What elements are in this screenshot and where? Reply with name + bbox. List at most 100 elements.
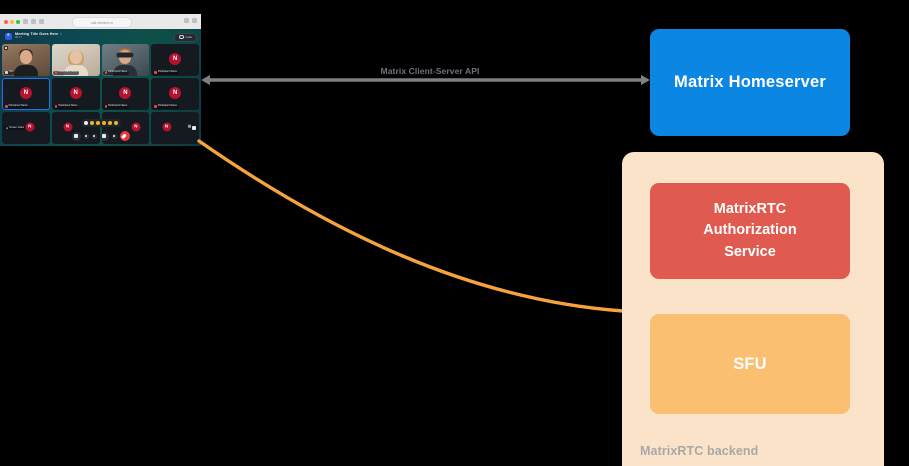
window-traffic-lights[interactable] bbox=[4, 19, 20, 24]
tile-label: Screen share bbox=[4, 126, 26, 130]
pin-icon[interactable] bbox=[3, 45, 8, 50]
microphone-muted-icon bbox=[5, 105, 8, 108]
tile-label: Participant Name bbox=[103, 104, 129, 109]
microphone-muted-icon bbox=[154, 105, 157, 108]
rtc-media-connection-curve bbox=[197, 139, 625, 313]
emoji-reaction-3[interactable] bbox=[101, 121, 106, 125]
reactions-bar[interactable] bbox=[80, 119, 121, 127]
participant-tile-6[interactable]: N Participant Name bbox=[51, 78, 100, 110]
avatar-letter: N bbox=[73, 89, 78, 96]
invite-pill-button[interactable]: Invite bbox=[174, 32, 197, 42]
emoji-reaction-2[interactable] bbox=[95, 121, 100, 125]
emoji-reaction-4[interactable] bbox=[107, 121, 112, 125]
microphone-muted-icon bbox=[104, 71, 108, 74]
tile-label: Participant Name bbox=[3, 104, 30, 109]
avatar: N bbox=[63, 122, 72, 132]
tile-label: Participant Name bbox=[53, 70, 80, 75]
hangup-icon bbox=[122, 133, 127, 139]
matrixrtc-backend-panel[interactable]: MatrixRTC Authorization Service SFU Matr… bbox=[622, 152, 884, 466]
maximize-button[interactable] bbox=[16, 19, 20, 24]
element-logo-icon: E bbox=[5, 32, 12, 40]
tile-label: Participant Name bbox=[152, 70, 179, 75]
avatar-letter: N bbox=[134, 123, 138, 129]
browser-toolbar-right[interactable] bbox=[184, 18, 197, 23]
avatar: N bbox=[162, 122, 172, 132]
microphone-muted-icon bbox=[54, 71, 58, 74]
avatar-torso bbox=[13, 65, 38, 76]
avatar: N bbox=[25, 122, 35, 132]
invite-pill-label: Invite bbox=[185, 35, 192, 39]
participant-name: Participant Name bbox=[157, 70, 178, 74]
avatar: N bbox=[119, 86, 132, 99]
settings-button[interactable] bbox=[83, 133, 89, 139]
volume-icon bbox=[188, 124, 191, 128]
call-controls-bar[interactable] bbox=[71, 131, 130, 141]
forward-icon[interactable] bbox=[39, 19, 44, 24]
share-icon[interactable] bbox=[184, 18, 189, 23]
participant-tile-1[interactable]: You bbox=[2, 44, 50, 76]
sidebar-icon[interactable] bbox=[23, 19, 28, 24]
emoji-reaction-5[interactable] bbox=[113, 121, 118, 125]
back-icon[interactable] bbox=[31, 19, 36, 24]
participant-name: Participant Name bbox=[8, 104, 28, 108]
invite-button[interactable] bbox=[91, 133, 97, 139]
participant-name: Participant Name bbox=[58, 104, 78, 108]
ellipsis-icon bbox=[112, 134, 116, 138]
video-call-client[interactable]: call.element.io E Meeting Title Goes Her… bbox=[0, 14, 201, 146]
avatar: N bbox=[131, 122, 141, 132]
camera-button[interactable] bbox=[99, 131, 109, 141]
matrix-homeserver-node[interactable]: Matrix Homeserver bbox=[650, 29, 850, 136]
auth-label-line-2: Authorization bbox=[703, 222, 797, 239]
raise-hand-icon[interactable] bbox=[83, 121, 88, 125]
microphone-muted-icon bbox=[154, 71, 157, 74]
microphone-icon bbox=[5, 71, 8, 74]
emoji-reaction-1[interactable] bbox=[89, 121, 94, 125]
address-bar[interactable]: call.element.io bbox=[72, 17, 132, 28]
participant-tile-9[interactable]: N Screen share bbox=[2, 112, 50, 144]
participant-tile-4[interactable]: N Participant Name bbox=[151, 44, 199, 76]
matrixrtc-authorization-service-label: MatrixRTC Authorization Service bbox=[703, 199, 796, 263]
participant-tile-7[interactable]: N Participant Name bbox=[101, 78, 150, 110]
avatar-torso bbox=[113, 65, 138, 76]
avatar-letter: N bbox=[123, 89, 128, 96]
tile-label: Participant Name bbox=[152, 104, 179, 109]
more-button[interactable] bbox=[111, 133, 117, 139]
avatar-head bbox=[19, 50, 32, 65]
matrixrtc-authorization-service-node[interactable]: MatrixRTC Authorization Service bbox=[650, 183, 850, 279]
participant-grid: You Participant Name bbox=[2, 44, 199, 144]
hangup-button[interactable] bbox=[119, 131, 130, 141]
screenshare-live-icon bbox=[5, 126, 9, 130]
matrix-client-server-api-label: Matrix Client-Server API bbox=[380, 66, 480, 76]
participant-tile-3[interactable]: Participant Name bbox=[101, 44, 150, 76]
participant-name: Participant Name bbox=[108, 104, 128, 108]
avatar-head bbox=[69, 50, 82, 65]
pin-glyph bbox=[4, 46, 7, 49]
close-button[interactable] bbox=[4, 19, 8, 24]
participant-name: Participant Name bbox=[58, 70, 78, 74]
avatar-torso bbox=[63, 65, 88, 76]
participant-tile-12[interactable]: N bbox=[151, 112, 199, 144]
participant-tile-5[interactable]: N Participant Name bbox=[2, 78, 50, 110]
gear-icon bbox=[84, 134, 88, 138]
new-tab-icon[interactable] bbox=[192, 18, 197, 23]
expand-icon[interactable] bbox=[192, 126, 196, 130]
microphone-muted-icon bbox=[54, 105, 58, 108]
avatar-letter: N bbox=[28, 123, 32, 129]
microphone-muted-icon bbox=[104, 105, 108, 108]
microphone-button[interactable] bbox=[71, 131, 81, 141]
participant-tile-8[interactable]: N Participant Name bbox=[151, 78, 199, 110]
sfu-node[interactable]: SFU bbox=[650, 314, 850, 414]
call-timer: 00:17 bbox=[15, 35, 22, 40]
person-add-icon bbox=[92, 134, 96, 138]
call-title-block: Meeting Title Goes Here ▾ 00:17 bbox=[15, 32, 62, 39]
avatar: N bbox=[19, 86, 32, 99]
minimize-button[interactable] bbox=[10, 19, 14, 24]
matrix-homeserver-label: Matrix Homeserver bbox=[674, 73, 826, 91]
avatar-letter: N bbox=[164, 123, 169, 129]
call-header: E Meeting Title Goes Here ▾ 00:17 Invite bbox=[0, 29, 201, 43]
participant-tile-2[interactable]: Participant Name bbox=[51, 44, 100, 76]
chevron-down-icon[interactable]: ▾ bbox=[60, 31, 62, 36]
auth-label-line-3: Service bbox=[724, 243, 776, 260]
call-title: Meeting Title Goes Here bbox=[15, 32, 59, 37]
avatar: N bbox=[69, 86, 82, 99]
